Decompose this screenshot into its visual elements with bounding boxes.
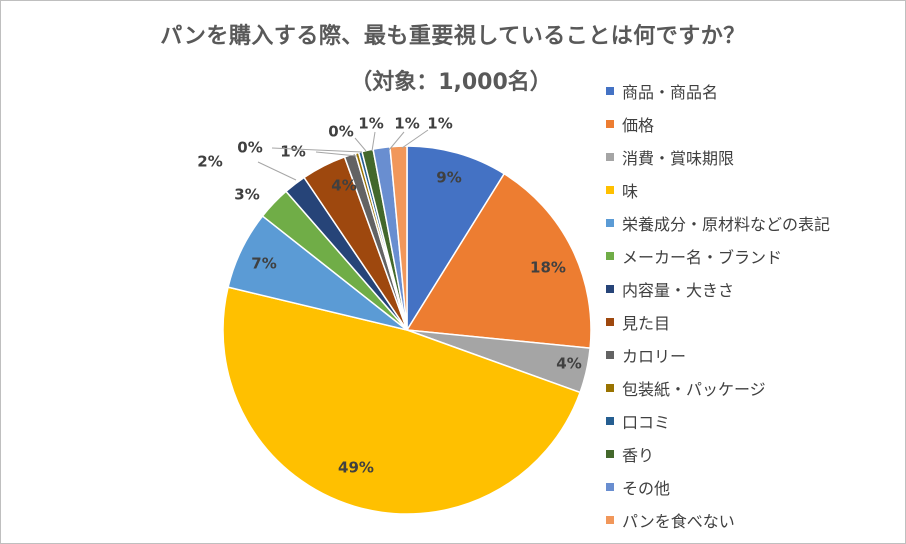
legend-swatch — [606, 119, 614, 128]
data-label: 0% — [237, 139, 262, 157]
leader-line — [271, 147, 363, 153]
legend-item: 商品・商品名 — [606, 74, 830, 107]
legend-swatch — [606, 350, 614, 359]
legend-label: その他 — [622, 478, 671, 498]
pie-slice — [389, 145, 408, 331]
data-label: 1% — [427, 115, 452, 133]
legend-label: 香り — [622, 445, 655, 465]
legend-item: パンを食べない — [606, 503, 830, 536]
pie-slice — [405, 172, 592, 350]
data-label: 1% — [280, 143, 305, 161]
legend-label: メーカー名・ブランド — [622, 247, 783, 267]
legend-label: 包装紙・パッケージ — [622, 379, 766, 399]
chart-subtitle: （対象：1,000名） — [350, 70, 552, 95]
data-label: 0% — [328, 123, 353, 141]
legend-swatch — [606, 86, 614, 95]
data-label: 1% — [394, 115, 419, 133]
legend-item: 内容量・大きさ — [606, 272, 830, 305]
data-label: 2% — [197, 153, 222, 171]
legend-item: 包装紙・パッケージ — [606, 371, 830, 404]
legend-label: パンを食べない — [622, 511, 735, 531]
leader-line — [401, 129, 429, 149]
legend-label: 内容量・大きさ — [622, 280, 735, 300]
legend-swatch — [606, 185, 614, 194]
legend-swatch — [606, 251, 614, 260]
leader-line — [257, 161, 297, 181]
legend-item: 見た目 — [606, 305, 830, 338]
data-label: 4% — [556, 355, 581, 373]
legend-swatch — [606, 515, 614, 524]
legend-swatch — [606, 317, 614, 326]
legend-item: カロリー — [606, 338, 830, 371]
legend-label: 消費・賞味期限 — [622, 148, 735, 168]
legend-swatch — [606, 383, 614, 392]
chart-legend: 商品・商品名 価格消費・賞味期限味栄養成分・原材料などの表記 メーカー名・ブランド内… — [606, 74, 830, 536]
legend-label: 味 — [622, 181, 639, 201]
leader-line — [388, 131, 405, 151]
legend-label: 商品・商品名 — [622, 82, 719, 102]
legend-swatch — [606, 152, 614, 161]
pie-slice — [222, 286, 582, 515]
legend-item: その他 — [606, 470, 830, 503]
pie-slice — [406, 145, 506, 333]
legend-label: カロリー — [622, 346, 687, 366]
legend-swatch — [606, 482, 614, 491]
leader-line — [315, 151, 358, 157]
legend-item: 口コミ — [606, 404, 830, 437]
legend-swatch — [606, 449, 614, 458]
data-label: 1% — [358, 115, 383, 133]
legend-item: メーカー名・ブランド — [606, 239, 830, 272]
legend-label: 栄養成分・原材料などの表記 — [622, 214, 831, 234]
data-label: 9% — [436, 169, 461, 187]
leader-line — [354, 137, 367, 152]
legend-item: 価格 — [606, 107, 830, 140]
data-label: 3% — [234, 186, 259, 204]
legend-item: 香り — [606, 437, 830, 470]
legend-swatch — [606, 416, 614, 425]
legend-label: 見た目 — [622, 313, 671, 333]
data-label: 49% — [338, 459, 374, 477]
legend-label: 口コミ — [622, 412, 671, 432]
data-label: 7% — [251, 255, 276, 273]
leader-line — [371, 131, 376, 152]
legend-item: 栄養成分・原材料などの表記 — [606, 206, 830, 239]
legend-label: 価格 — [622, 115, 655, 135]
data-label: 18% — [530, 259, 566, 277]
legend-item: 消費・賞味期限 — [606, 140, 830, 173]
legend-swatch — [606, 218, 614, 227]
legend-swatch — [606, 284, 614, 293]
data-label: 4% — [331, 177, 356, 195]
legend-item: 味 — [606, 173, 830, 206]
chart-title: パンを購入する際、最も重要視していることは何ですか？ — [160, 24, 746, 49]
